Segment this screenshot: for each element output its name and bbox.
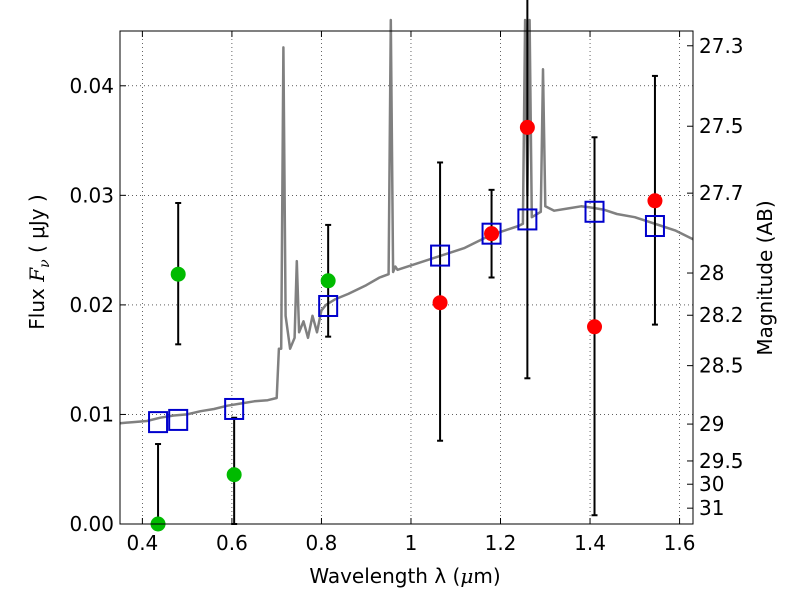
y2-tick-label: 28.5: [699, 354, 744, 378]
grid: [120, 31, 693, 525]
y2-tick-label: 31: [699, 496, 724, 520]
y2-tick-label: 28: [699, 261, 724, 285]
data-point: [484, 226, 500, 242]
model-photometry-square: [517, 208, 538, 231]
data-point: [170, 266, 186, 282]
y2-tick-label: 27.3: [699, 34, 744, 58]
spectrum-layer: [119, 18, 694, 425]
y-tick-label: 0.03: [69, 183, 114, 207]
data-markers: [148, 119, 665, 532]
y2-tick-label: 29.5: [699, 449, 744, 473]
y-tick-label: 0.00: [69, 512, 114, 536]
y-tick-label: 0.02: [69, 293, 114, 317]
data-point: [587, 319, 603, 335]
y2-tick-label: 29: [699, 412, 724, 436]
x-tick-label: 1.4: [574, 531, 606, 555]
model-photometry-square: [430, 244, 451, 267]
data-point: [320, 273, 336, 289]
plot-frame: [119, 30, 694, 525]
y-tick-label: 0.04: [69, 74, 114, 98]
axis-ticks: 0.4 0.6 0.8 1 1.2 1.4 1.6 0.00 0.01 0.02 0.03 0.04 2…: [69, 31, 744, 555]
x-tick-label: 1.6: [664, 531, 696, 555]
data-point: [647, 193, 663, 209]
data-point: [432, 295, 448, 311]
x-tick-label: 0.8: [306, 531, 338, 555]
y-tick-label: 0.01: [69, 402, 114, 426]
model-photometry-square: [584, 200, 605, 223]
y-axis-label: Flux Fν ( μJy ): [25, 194, 53, 329]
y2-tick-label: 27.5: [699, 114, 744, 138]
model-photometry-square: [644, 215, 665, 238]
model-photometry-square: [224, 397, 245, 420]
y2-axis-label: Magnitude (AB): [753, 200, 777, 355]
x-tick-label: 0.6: [216, 531, 248, 555]
data-point: [226, 467, 242, 483]
spectrum-line: [119, 18, 694, 425]
x-tick-label: 1: [405, 531, 418, 555]
y2-tick-label: 28.2: [699, 303, 744, 327]
data-point: [519, 119, 535, 135]
x-axis-label: Wavelength λ (μm): [309, 564, 500, 588]
model-photometry-square: [168, 408, 189, 431]
y2-tick-label: 30: [699, 472, 724, 496]
error-bars: [155, 0, 658, 525]
y2-tick-label: 27.7: [699, 181, 744, 205]
model-photometry-square: [148, 411, 169, 434]
x-tick-label: 1.2: [485, 531, 517, 555]
model-photometry-square: [481, 222, 502, 245]
model-photometry-square: [318, 294, 339, 317]
x-tick-label: 0.4: [126, 531, 158, 555]
